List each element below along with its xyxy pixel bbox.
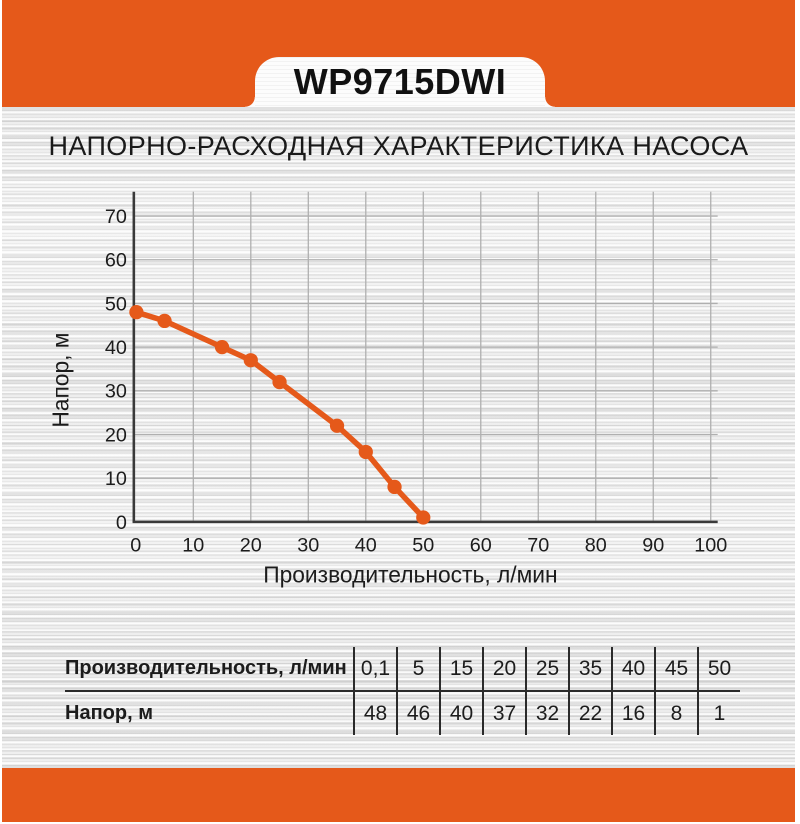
y-tick-label: 40 <box>105 337 127 359</box>
y-tick-label: 60 <box>105 250 127 272</box>
x-tick-label: 30 <box>297 535 319 557</box>
pump-curve <box>133 309 427 521</box>
data-point <box>129 305 144 320</box>
data-point <box>329 418 345 433</box>
y-tick-label: 0 <box>116 512 127 534</box>
y-tick-label: 30 <box>105 381 127 403</box>
spec-table: Производительность, л/мин 0,1 5 15 20 25 35 40 4… <box>65 647 740 735</box>
x-tick-label: 100 <box>694 535 727 557</box>
page-title: НАПОРНО-РАСХОДНАЯ ХАРАКТЕРИСТИКА НАСОСА <box>48 131 749 161</box>
table-cell: 5 <box>396 647 439 692</box>
x-tick-label: 90 <box>642 535 664 557</box>
table-cell: 32 <box>525 692 568 735</box>
x-tick-label: 70 <box>527 535 549 557</box>
table-cell: 37 <box>482 692 525 735</box>
table-cell: 16 <box>611 692 654 735</box>
x-tick-label: 10 <box>182 535 204 557</box>
x-tick-label: 60 <box>470 535 492 557</box>
y-tick-label: 70 <box>105 206 127 228</box>
y-tick-label: 50 <box>105 293 127 315</box>
table-cell: 0,1 <box>353 647 396 692</box>
x-tick-label: 0 <box>130 535 141 557</box>
x-tick-label: 50 <box>412 535 434 557</box>
model-tab: WP9715DWI <box>255 57 545 107</box>
table-cell: 45 <box>654 647 697 692</box>
table-cell: 46 <box>396 692 439 735</box>
table-cell: 15 <box>439 647 482 692</box>
y-tick-label: 20 <box>105 424 127 446</box>
table-cell: 1 <box>697 692 740 735</box>
data-point <box>272 374 287 390</box>
tab-left-fillet <box>245 97 255 107</box>
x-tick-label: 40 <box>355 535 377 557</box>
table-cell: 40 <box>611 647 654 692</box>
pump-curve-chart: 0 10 20 30 40 50 60 70 80 90 100 0 10 20 30 40 50 60 70 Пр… <box>47 191 727 587</box>
data-point <box>387 479 402 495</box>
y-axis-title: Напор, м <box>47 333 73 428</box>
table-cell: 50 <box>697 647 740 692</box>
table-cell: 20 <box>482 647 525 692</box>
x-tick-label: 20 <box>240 535 262 557</box>
chart-grid <box>133 191 718 522</box>
pump-curve-series <box>129 305 431 525</box>
data-point <box>358 444 373 460</box>
x-axis-title: Производительность, л/мин <box>263 561 557 587</box>
table-cell: 25 <box>525 647 568 692</box>
table-row-label: Производительность, л/мин <box>65 647 353 692</box>
table-cell: 40 <box>439 692 482 735</box>
table-cell: 8 <box>654 692 697 735</box>
chart-axes <box>132 191 718 524</box>
x-tick-label: 80 <box>585 535 607 557</box>
tab-right-fillet <box>545 97 555 107</box>
footer-band <box>2 768 795 822</box>
data-point <box>416 510 431 525</box>
table-cell: 48 <box>353 692 396 735</box>
y-tick-label: 10 <box>105 468 127 490</box>
table-cell: 35 <box>568 647 611 692</box>
data-point <box>157 313 172 329</box>
model-label: WP9715DWI <box>293 61 507 102</box>
table-cell: 22 <box>568 692 611 735</box>
chart-tick-labels: 0 10 20 30 40 50 60 70 80 90 100 0 10 20 30 40 50 60 70 <box>105 206 727 557</box>
data-point <box>243 353 258 368</box>
table-row-label: Напор, м <box>65 702 153 724</box>
data-point <box>214 339 230 355</box>
header-band: WP9715DWI <box>2 0 795 107</box>
